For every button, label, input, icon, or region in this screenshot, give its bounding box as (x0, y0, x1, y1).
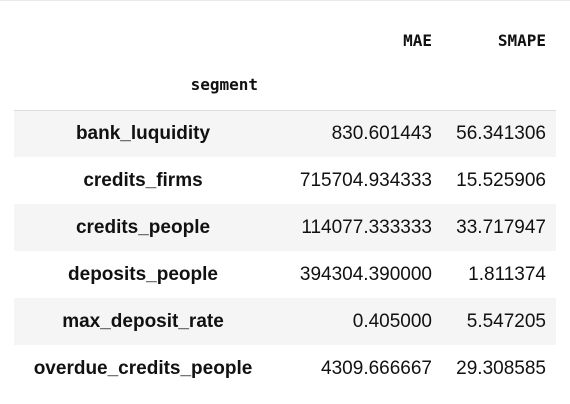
mae-cell: 715704.934333 (299, 170, 432, 191)
index-header-row: segment (14, 61, 556, 110)
output-top-border (0, 0, 570, 1)
index-name-header: segment (190, 75, 258, 95)
segment-cell: deposits_people (68, 264, 218, 285)
mae-cell: 830.601443 (331, 123, 432, 145)
table-row: deposits_people 394304.390000 1.811374 (14, 251, 556, 298)
mae-cell: 114077.333333 (301, 217, 432, 238)
table-row: overdue_credits_people 4309.666667 29.30… (14, 345, 556, 392)
blank-header-cell (14, 20, 272, 61)
segment-cell: bank_luquidity (75, 123, 211, 145)
mae-cell: 394304.390000 (299, 264, 432, 285)
segment-cell: max_deposit_rate (62, 311, 224, 332)
empty-header-cell (442, 61, 556, 110)
table-row: credits_people 114077.333333 33.717947 (14, 204, 556, 251)
column-header-mae: MAE (403, 30, 432, 50)
smape-cell: 29.308585 (456, 358, 546, 379)
smape-cell: 1.811374 (468, 264, 546, 285)
mae-cell: 4309.666667 (321, 358, 432, 379)
smape-cell: 5.547205 (466, 311, 546, 332)
mae-cell: 0.405000 (352, 311, 432, 332)
empty-header-cell (272, 61, 442, 110)
segment-cell: overdue_credits_people (33, 358, 253, 379)
smape-cell: 33.717947 (456, 217, 546, 238)
segment-cell: credits_people (75, 217, 211, 238)
column-header-smape: SMAPE (497, 30, 546, 50)
table-row: credits_firms 715704.934333 15.525906 (14, 157, 556, 204)
table-row: max_deposit_rate 0.405000 5.547205 (14, 298, 556, 345)
table-row: bank_luquidity 830.601443 56.341306 (14, 110, 556, 157)
column-header-row: MAE SMAPE (14, 20, 556, 61)
dataframe-table: MAE SMAPE segment bank_luquidity 830.601… (14, 20, 556, 392)
smape-cell: 15.525906 (456, 170, 546, 191)
smape-cell: 56.341306 (456, 123, 546, 145)
segment-cell: credits_firms (83, 170, 203, 191)
